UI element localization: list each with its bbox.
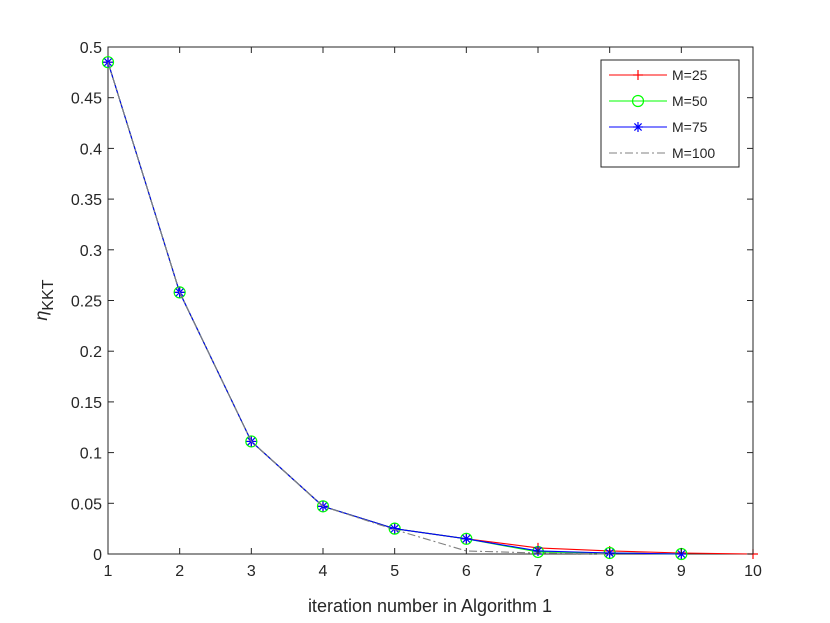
series-line <box>107 62 610 555</box>
y-tick-label: 0.15 <box>71 395 102 412</box>
data-point-circle-marker <box>101 56 115 69</box>
data-point-circle-marker <box>460 532 473 545</box>
legend-circle-marker <box>631 94 645 108</box>
legend-plus-marker <box>633 70 643 80</box>
data-point-circle-marker <box>316 500 330 513</box>
series-M=100 <box>107 62 610 555</box>
legend-label: M=25 <box>672 67 708 83</box>
x-tick-label: 3 <box>247 563 256 580</box>
legend-item: M=100 <box>609 145 715 161</box>
y-axis: 0 0.05 0.1 0.15 0.2 0.25 0.3 0.35 0.4 0.45 0.5 <box>71 40 753 564</box>
legend-asterisk-marker <box>633 122 643 132</box>
data-point-circle-marker <box>388 522 401 535</box>
legend-label: M=50 <box>672 93 708 109</box>
y-tick-label: 0.25 <box>71 294 102 311</box>
legend-item: M=25 <box>609 67 708 83</box>
x-axis: 1 2 3 4 5 6 7 8 9 10 <box>104 47 762 580</box>
legend: M=25 M=50 M=75 M=100 <box>600 59 740 168</box>
data-point-asterisk-marker <box>461 533 472 544</box>
legend-item: M=75 <box>609 119 708 135</box>
x-tick-label: 6 <box>462 563 471 580</box>
y-axis-label-subscript: KKT <box>40 279 57 310</box>
x-tick-label: 8 <box>605 563 614 580</box>
y-tick-label: 0.2 <box>80 344 102 361</box>
y-tick-label: 0.05 <box>71 496 102 513</box>
x-tick-label: 9 <box>677 563 686 580</box>
x-tick-label: 5 <box>390 563 399 580</box>
y-tick-label: 0.5 <box>80 40 102 57</box>
data-point-circle-marker <box>245 435 258 448</box>
data-point-asterisk-marker <box>389 523 400 534</box>
data-point-circle-marker <box>173 286 186 299</box>
x-axis-label: iteration number in Algorithm 1 <box>308 596 552 616</box>
y-tick-label: 0.45 <box>71 91 102 108</box>
y-axis-label-symbol: η <box>31 311 51 321</box>
x-tick-label: 7 <box>534 563 543 580</box>
x-tick-label: 2 <box>175 563 184 580</box>
y-tick-label: 0 <box>93 547 102 564</box>
legend-label: M=75 <box>672 119 708 135</box>
x-tick-label: 4 <box>319 563 328 580</box>
svg-text:ηKKT: ηKKT <box>31 279 57 320</box>
x-tick-label: 10 <box>744 563 762 580</box>
y-tick-label: 0.3 <box>80 243 102 260</box>
legend-item: M=50 <box>609 93 708 109</box>
legend-label: M=100 <box>672 145 715 161</box>
y-tick-label: 0.35 <box>71 192 102 209</box>
x-tick-label: 1 <box>104 563 113 580</box>
y-axis-label: ηKKT <box>31 279 57 320</box>
legend-box <box>600 59 740 168</box>
y-tick-label: 0.4 <box>80 141 102 158</box>
y-tick-label: 0.1 <box>80 446 102 463</box>
